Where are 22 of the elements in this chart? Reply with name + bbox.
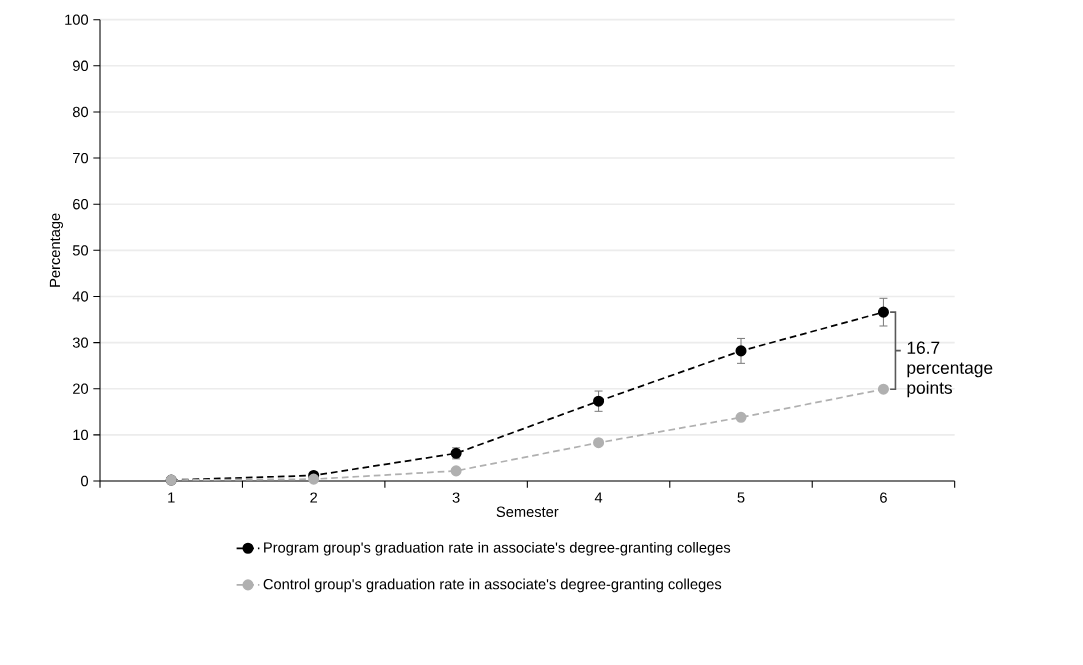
x-axis-title: Semester (496, 506, 559, 517)
x-tick-label: 4 (594, 492, 603, 503)
y-tick-label: 10 (73, 429, 89, 441)
y-tick-label: 70 (73, 152, 89, 164)
y-tick-label: 40 (72, 291, 89, 302)
legend-label: Program group's graduation rate in associate's degree-granting colleges (264, 541, 731, 556)
y-tick-label: 20 (73, 383, 89, 394)
x-tick-label: 3 (452, 492, 460, 503)
y-tick-label: 80 (72, 106, 89, 118)
y-axis-title: Percentage (49, 213, 63, 287)
x-tick-label: 5 (737, 492, 745, 503)
y-tick-label: 90 (73, 60, 89, 71)
y-tick-label: 100 (65, 14, 89, 25)
y-tick-label: 30 (72, 337, 89, 348)
y-tick-label: 50 (72, 245, 89, 256)
y-tick-label: 0 (81, 475, 89, 487)
y-tick-label: 60 (73, 199, 89, 210)
x-tick-label: 1 (168, 492, 175, 503)
legend-label: Control group's graduation rate in associate's degree-granting colleges (263, 578, 722, 593)
annotation: 16.7 percentage points (907, 341, 993, 398)
x-tick-label: 6 (880, 492, 887, 503)
x-tick-label: 2 (310, 492, 318, 503)
